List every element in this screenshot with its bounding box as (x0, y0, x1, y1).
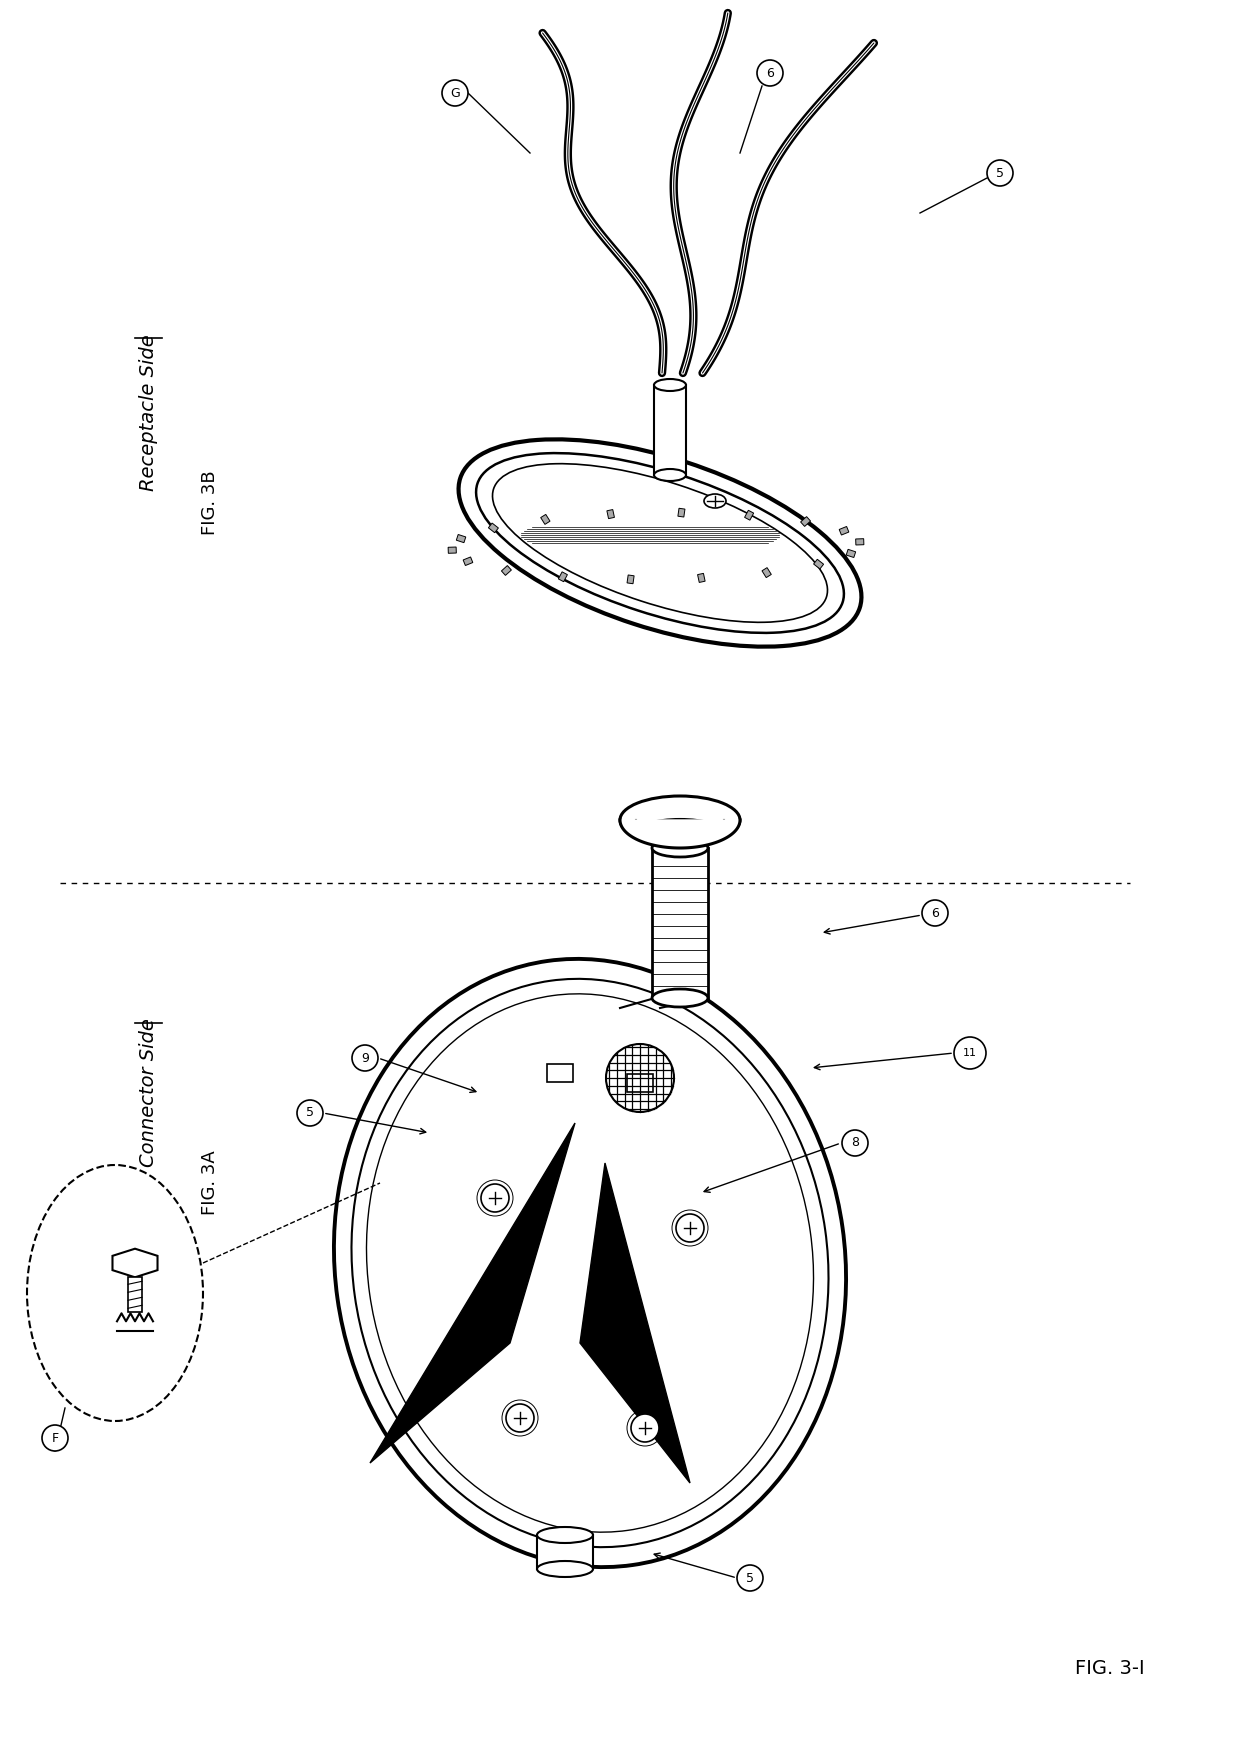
Bar (537, 1536, 593, 1569)
Ellipse shape (652, 989, 708, 1006)
Circle shape (506, 1404, 534, 1432)
Ellipse shape (367, 994, 813, 1532)
Circle shape (842, 1131, 868, 1155)
Ellipse shape (476, 452, 844, 633)
Text: 5: 5 (996, 167, 1004, 179)
Bar (652, 848, 708, 997)
Text: 5: 5 (746, 1571, 754, 1585)
Text: FIG. 3-I: FIG. 3-I (1075, 1658, 1145, 1678)
Ellipse shape (653, 470, 686, 480)
Text: G: G (450, 86, 460, 100)
Bar (763, 568, 771, 577)
Ellipse shape (27, 1166, 203, 1422)
Text: FIG. 3A: FIG. 3A (201, 1150, 219, 1215)
Circle shape (756, 60, 782, 86)
Text: 5: 5 (306, 1106, 314, 1120)
Ellipse shape (620, 796, 740, 843)
Text: 6: 6 (931, 906, 939, 920)
Bar (541, 514, 551, 524)
Bar (678, 508, 684, 517)
Bar (653, 386, 686, 475)
Bar (846, 549, 856, 557)
Text: 9: 9 (361, 1052, 370, 1064)
Bar (744, 510, 754, 521)
Circle shape (298, 1099, 322, 1125)
Bar (489, 522, 498, 533)
Circle shape (631, 1415, 658, 1443)
Polygon shape (370, 1124, 575, 1464)
Ellipse shape (652, 840, 708, 857)
Ellipse shape (537, 1560, 593, 1578)
Ellipse shape (653, 379, 686, 391)
Circle shape (923, 899, 949, 926)
Bar (448, 547, 456, 554)
Text: F: F (51, 1432, 58, 1444)
Circle shape (737, 1565, 763, 1592)
Circle shape (954, 1038, 986, 1069)
Polygon shape (113, 1248, 157, 1278)
Text: Connector Side: Connector Side (139, 1018, 157, 1167)
Bar (558, 571, 568, 582)
Ellipse shape (537, 1527, 593, 1543)
Bar (856, 538, 864, 545)
Bar (464, 557, 472, 566)
Circle shape (481, 1183, 508, 1211)
Ellipse shape (704, 494, 725, 508)
Bar (839, 526, 849, 535)
Bar (801, 517, 811, 526)
Polygon shape (580, 1162, 689, 1483)
Bar (128, 1278, 143, 1313)
Bar (813, 559, 823, 570)
Polygon shape (620, 820, 740, 848)
Text: 6: 6 (766, 67, 774, 79)
Ellipse shape (502, 468, 799, 601)
Ellipse shape (492, 465, 827, 622)
Text: FIG. 3B: FIG. 3B (201, 472, 219, 535)
Bar (606, 510, 614, 519)
Circle shape (42, 1425, 68, 1451)
Circle shape (441, 81, 467, 105)
Ellipse shape (636, 819, 724, 845)
Bar (456, 535, 466, 543)
Circle shape (987, 160, 1013, 186)
Ellipse shape (351, 978, 828, 1548)
Text: 11: 11 (963, 1048, 977, 1059)
Text: Receptacle Side: Receptacle Side (139, 335, 157, 491)
Bar (627, 575, 634, 584)
Text: 8: 8 (851, 1136, 859, 1150)
Bar (627, 1075, 653, 1092)
Bar (698, 573, 706, 582)
Circle shape (676, 1215, 704, 1241)
Bar (547, 1064, 573, 1082)
Circle shape (606, 1045, 675, 1111)
Bar (501, 566, 511, 575)
Ellipse shape (334, 959, 846, 1567)
Circle shape (352, 1045, 378, 1071)
